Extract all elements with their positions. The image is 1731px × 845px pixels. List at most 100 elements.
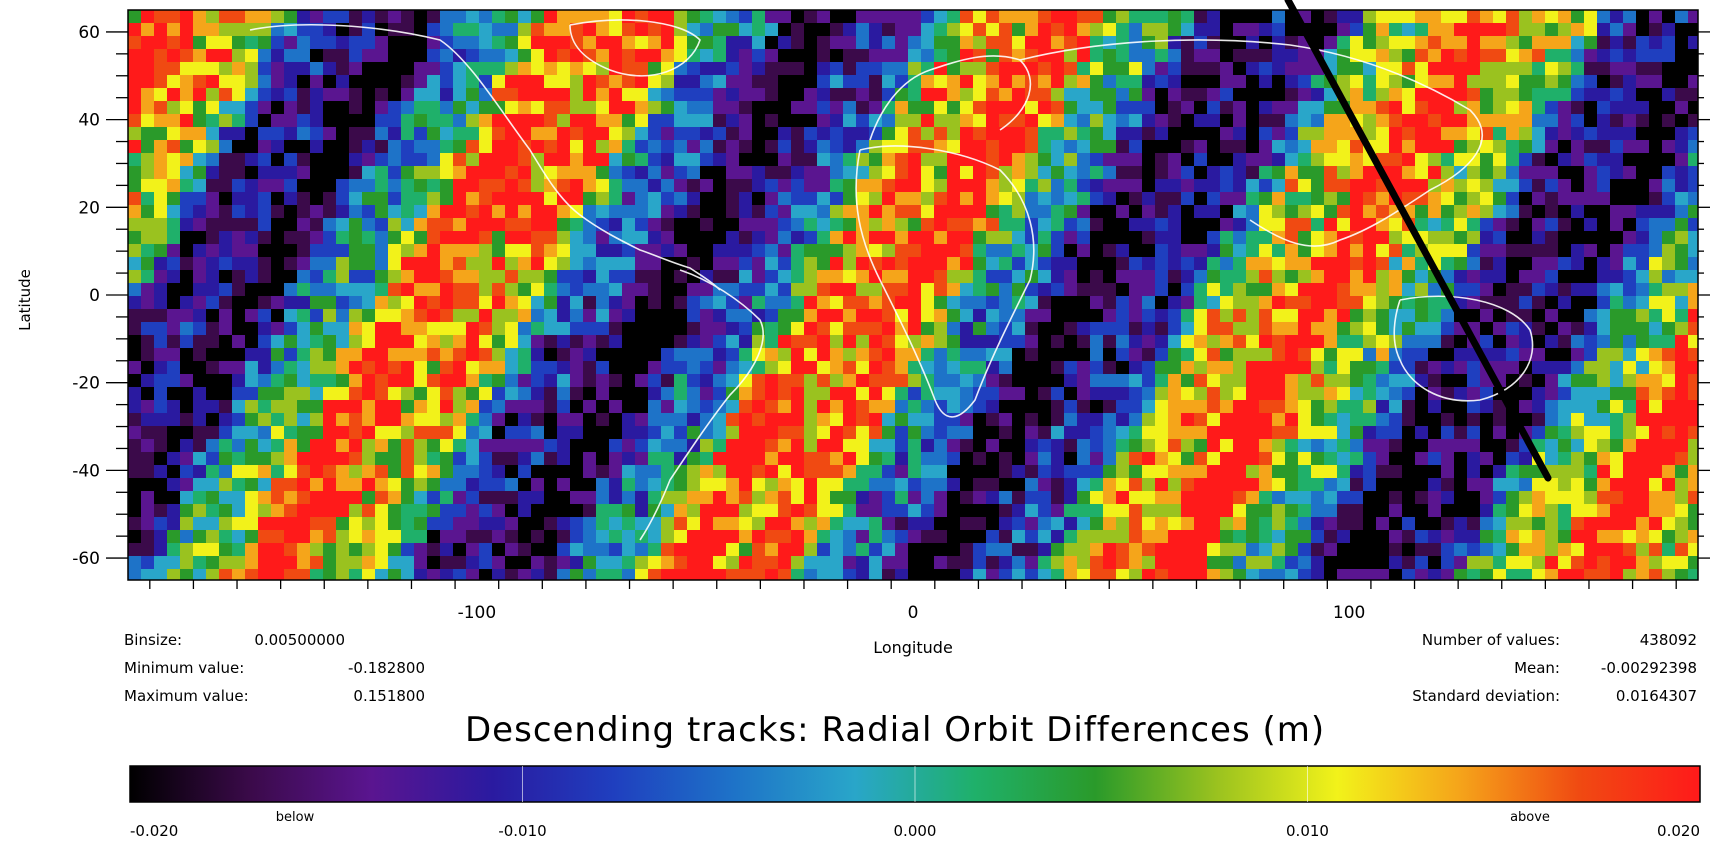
field-cell	[1610, 413, 1623, 426]
field-cell	[518, 166, 531, 179]
field-cell	[544, 530, 557, 543]
field-cell	[193, 153, 206, 166]
field-cell	[1688, 309, 1698, 322]
field-cell	[1532, 491, 1545, 504]
field-cell	[1246, 478, 1259, 491]
field-cell	[934, 413, 947, 426]
field-cell	[1636, 257, 1649, 270]
field-cell	[1324, 348, 1337, 361]
field-cell	[895, 49, 908, 62]
field-cell	[492, 218, 505, 231]
field-cell	[1090, 153, 1103, 166]
field-cell	[1376, 257, 1389, 270]
field-cell	[1688, 296, 1698, 309]
field-cell	[323, 530, 336, 543]
field-cell	[1610, 504, 1623, 517]
field-cell	[1220, 218, 1233, 231]
field-cell	[1571, 361, 1584, 374]
field-cell	[1181, 179, 1194, 192]
field-cell	[1376, 348, 1389, 361]
field-cell	[414, 309, 427, 322]
field-cell	[1233, 478, 1246, 491]
field-cell	[505, 348, 518, 361]
field-cell	[1649, 335, 1662, 348]
field-cell	[1402, 491, 1415, 504]
field-cell	[1181, 218, 1194, 231]
field-cell	[271, 335, 284, 348]
field-cell	[973, 127, 986, 140]
field-cell	[284, 452, 297, 465]
field-cell	[557, 75, 570, 88]
field-cell	[479, 322, 492, 335]
field-cell	[843, 36, 856, 49]
field-cell	[1506, 504, 1519, 517]
field-cell	[1220, 400, 1233, 413]
field-cell	[583, 49, 596, 62]
field-cell	[1402, 10, 1415, 23]
field-cell	[1038, 10, 1051, 23]
field-cell	[1584, 36, 1597, 49]
field-cell	[934, 166, 947, 179]
field-cell	[804, 452, 817, 465]
field-cell	[609, 36, 622, 49]
field-cell	[1051, 140, 1064, 153]
field-cell	[999, 335, 1012, 348]
field-cell	[1168, 296, 1181, 309]
field-cell	[830, 478, 843, 491]
field-cell	[284, 439, 297, 452]
field-cell	[388, 504, 401, 517]
field-cell	[1233, 517, 1246, 530]
field-cell	[765, 374, 778, 387]
field-cell	[1285, 322, 1298, 335]
field-cell	[1428, 192, 1441, 205]
field-cell	[232, 101, 245, 114]
field-cell	[1155, 75, 1168, 88]
field-cell	[271, 439, 284, 452]
field-cell	[1298, 192, 1311, 205]
field-cell	[635, 322, 648, 335]
field-cell	[141, 361, 154, 374]
field-cell	[167, 114, 180, 127]
field-cell	[921, 478, 934, 491]
field-cell	[180, 192, 193, 205]
field-cell	[388, 491, 401, 504]
field-cell	[973, 348, 986, 361]
field-cell	[947, 270, 960, 283]
field-cell	[1038, 504, 1051, 517]
field-cell	[1259, 153, 1272, 166]
field-cell	[1688, 283, 1698, 296]
field-cell	[1389, 101, 1402, 114]
field-cell	[1649, 153, 1662, 166]
field-cell	[219, 335, 232, 348]
field-cell	[1168, 23, 1181, 36]
field-cell	[323, 114, 336, 127]
field-cell	[570, 114, 583, 127]
field-cell	[375, 491, 388, 504]
field-cell	[1012, 400, 1025, 413]
field-cell	[1012, 75, 1025, 88]
field-cell	[1363, 244, 1376, 257]
field-cell	[401, 322, 414, 335]
field-cell	[908, 439, 921, 452]
field-cell	[947, 166, 960, 179]
field-cell	[583, 400, 596, 413]
field-cell	[843, 322, 856, 335]
field-cell	[219, 270, 232, 283]
field-cell	[947, 335, 960, 348]
field-cell	[1064, 75, 1077, 88]
field-cell	[583, 140, 596, 153]
field-cell	[778, 296, 791, 309]
field-cell	[492, 491, 505, 504]
field-cell	[1233, 166, 1246, 179]
field-cell	[1324, 452, 1337, 465]
field-cell	[401, 491, 414, 504]
field-cell	[1311, 413, 1324, 426]
field-cell	[414, 114, 427, 127]
field-cell	[1220, 23, 1233, 36]
field-cell	[310, 153, 323, 166]
field-cell	[1454, 192, 1467, 205]
field-cell	[622, 426, 635, 439]
field-cell	[973, 62, 986, 75]
field-cell	[128, 127, 141, 140]
field-cell	[1233, 426, 1246, 439]
